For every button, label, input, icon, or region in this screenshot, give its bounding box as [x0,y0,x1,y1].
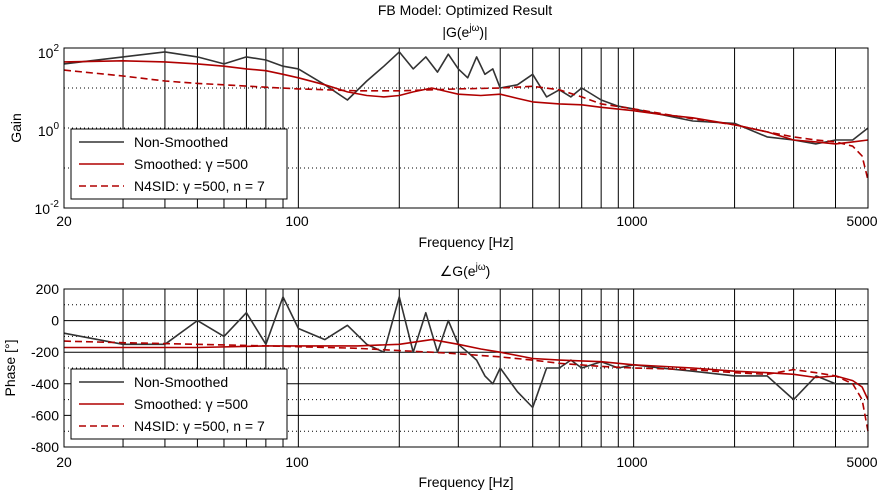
phase-ytick-label: 0 [51,313,59,329]
gain-ytick-label-middle: 100 [38,121,60,139]
gain-xtick-label-20: 20 [56,213,72,229]
phase-ytick-label: -400 [31,376,59,392]
phase-title-end: ) [486,263,491,279]
gain-legend: Non-Smoothed Smoothed: γ =500 N4SID: γ =… [70,128,288,200]
phase-series-line-0 [63,296,868,409]
phase-legend-label-non-smoothed: Non-Smoothed [134,374,228,390]
gain-xtick-label-1000: 1000 [616,213,647,229]
gain-panel: FB Model: Optimized Result |G(ejω)| 102 … [8,2,878,250]
gain-legend-label-non-smoothed: Non-Smoothed [134,134,228,150]
gain-title-sup: jω [468,23,479,34]
phase-panel-title: ∠G(ejω) [440,262,491,279]
phase-title-sup: jω [475,262,486,273]
phase-legend-label-n4sid: N4SID: γ =500, n = 7 [134,418,265,434]
gain-ytick-label-top: 102 [38,43,60,61]
gain-series-line-2 [63,69,869,181]
figure-title: FB Model: Optimized Result [378,2,552,18]
phase-legend-label-smoothed: Smoothed: γ =500 [134,396,248,412]
phase-xtick-label-100: 100 [285,454,309,470]
phase-ytick-label: -600 [31,407,59,423]
gain-xtick-label-100: 100 [285,213,309,229]
gain-legend-label-n4sid: N4SID: γ =500, n = 7 [134,178,265,194]
phase-ytick-label: -800 [31,439,59,455]
phase-x-axis-label: Frequency [Hz] [419,474,514,490]
phase-y-axis-label: Phase [°] [2,340,18,397]
gain-y-axis-label: Gain [8,113,24,143]
gain-title-end: )| [479,24,487,40]
phase-series-line-2 [63,340,869,432]
gain-x-axis-label: Frequency [Hz] [419,234,514,250]
phase-ytick-label: -200 [31,344,59,360]
gain-ytick-label-bottom: 10-2 [35,199,60,217]
gain-series [63,51,869,181]
phase-ytick-labels: 200 0 -200 -400 -600 -800 [31,281,59,455]
phase-title-base: ∠G(e [440,263,476,279]
gain-xtick-label-5000: 5000 [846,213,877,229]
phase-xtick-label-5000: 5000 [846,454,877,470]
phase-series [63,296,869,432]
phase-panel: ∠G(ejω) 200 0 -200 -400 -600 -800 20 100 1000… [2,262,878,490]
phase-ytick-label: 200 [36,281,60,297]
gain-panel-title: |G(ejω)| [442,23,487,40]
gain-series-line-0 [63,51,869,145]
phase-series-line-1 [64,338,869,400]
phase-xtick-label-20: 20 [56,454,72,470]
phase-xtick-label-1000: 1000 [616,454,647,470]
gain-axes-box [63,47,869,209]
gain-legend-label-smoothed: Smoothed: γ =500 [134,156,248,172]
gain-title-base: |G(e [442,24,469,40]
phase-legend: Non-Smoothed Smoothed: γ =500 N4SID: γ =… [70,368,288,440]
phase-axes-box [63,288,869,448]
